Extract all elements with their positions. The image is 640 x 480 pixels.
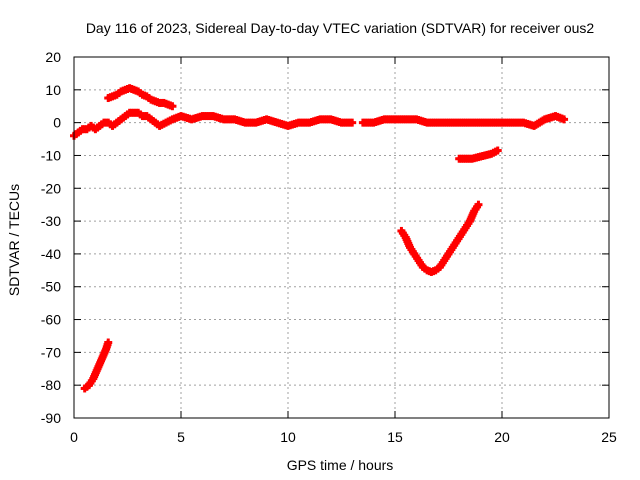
y-tick-label: -40 — [41, 246, 61, 262]
y-tick-label: -90 — [41, 410, 61, 426]
data-point-main-band — [348, 118, 357, 127]
y-tick-label: -30 — [41, 213, 61, 229]
y-tick-label: -70 — [41, 344, 61, 360]
data-point-short-segment — [493, 146, 502, 155]
x-tick-label: 25 — [601, 429, 617, 445]
y-tick-label: -60 — [41, 312, 61, 328]
y-tick-label: 10 — [45, 82, 61, 98]
chart-title: Day 116 of 2023, Sidereal Day-to-day VTE… — [86, 20, 595, 36]
y-tick-label: -80 — [41, 377, 61, 393]
y-axis-title: SDTVAR / TECUs — [6, 184, 22, 296]
y-tick-label: -10 — [41, 147, 61, 163]
y-tick-label: -50 — [41, 279, 61, 295]
data-point-main-band-2 — [560, 115, 569, 124]
tick-layer: 0 5 10 15 20 25 -90 -80 -70 -60 -50 -40 -30 -20 -10 0 10… — [41, 49, 617, 445]
x-tick-label: 10 — [280, 429, 296, 445]
x-tick-label: 0 — [70, 429, 78, 445]
x-tick-label: 5 — [177, 429, 185, 445]
data-point-v-curve — [474, 200, 483, 209]
data-point-bottom-left — [104, 338, 113, 347]
data-point-upper-arc — [168, 102, 177, 111]
x-tick-label: 20 — [494, 429, 510, 445]
x-tick-label: 15 — [387, 429, 403, 445]
plot-frame — [73, 56, 610, 419]
y-tick-label: 0 — [53, 115, 61, 131]
y-tick-label: 20 — [45, 49, 61, 65]
data-layer — [70, 84, 569, 393]
y-tick-label: -20 — [41, 180, 61, 196]
x-axis-title: GPS time / hours — [287, 457, 394, 473]
